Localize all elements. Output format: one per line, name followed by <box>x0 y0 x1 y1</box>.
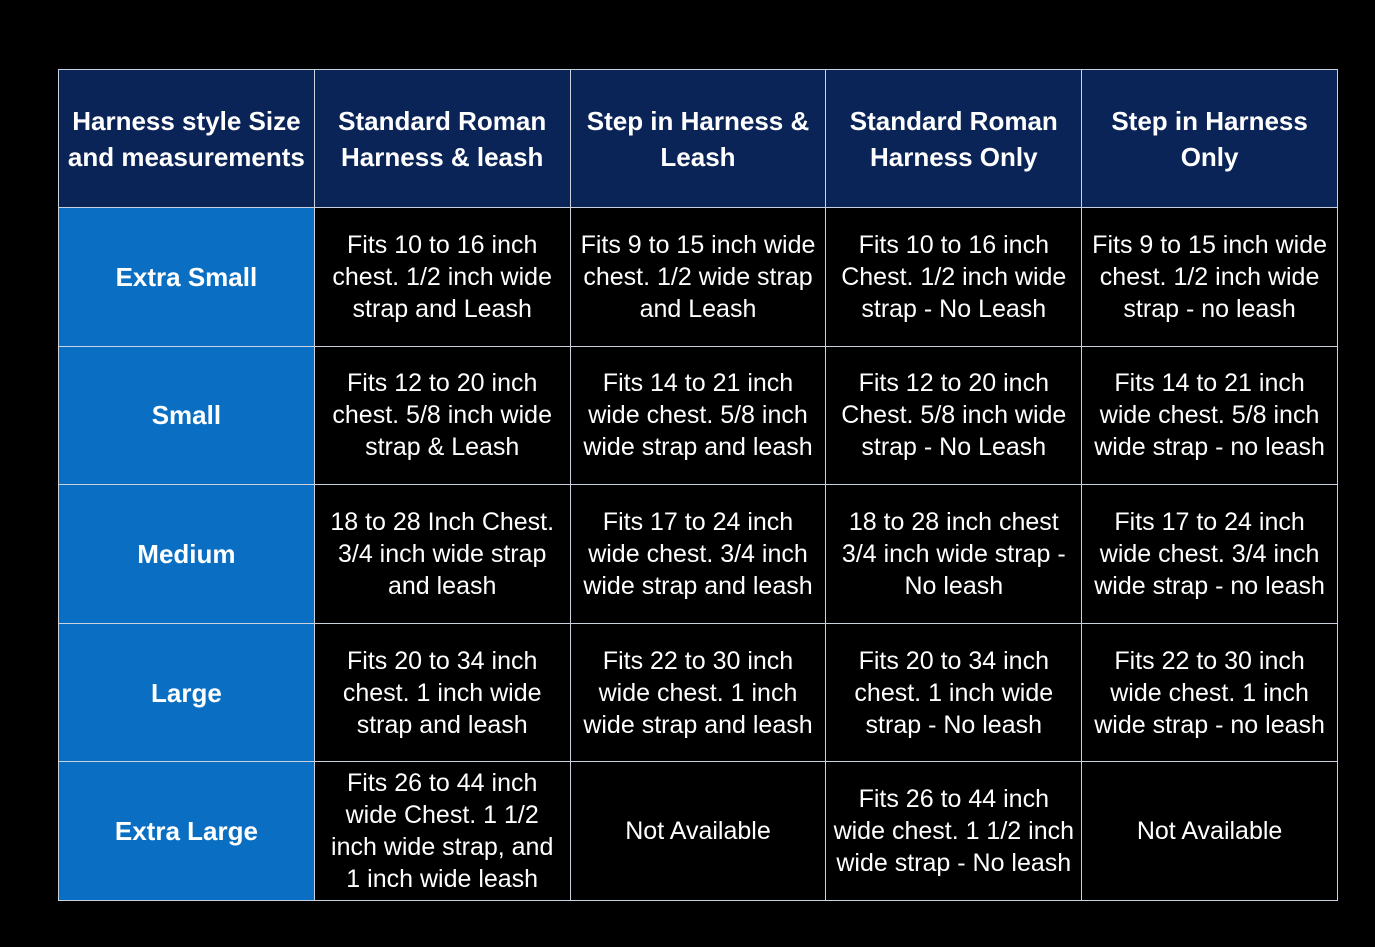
table-cell: Fits 26 to 44 inch wide chest. 1 1/2 inc… <box>825 761 1083 901</box>
table-cell: 18 to 28 inch chest 3/4 inch wide strap … <box>825 484 1083 624</box>
size-label: Large <box>58 622 315 763</box>
table-cell: Fits 22 to 30 inch wide chest. 1 inch wi… <box>1081 622 1338 763</box>
table-cell: Fits 26 to 44 inch wide Chest. 1 1/2 inc… <box>313 761 571 901</box>
header-style-column: Standard Roman Harness Only <box>825 69 1083 208</box>
header-row: Harness style Size and measurements Stand… <box>58 69 1338 208</box>
table-cell: Fits 9 to 15 inch wide chest. 1/2 wide s… <box>569 207 827 347</box>
table-row: Large Fits 20 to 34 inch chest. 1 inch wi… <box>58 622 1338 763</box>
table-body: Extra Small Fits 10 to 16 inch chest. 1/2… <box>58 207 1338 901</box>
size-label: Small <box>58 345 315 486</box>
size-label: Extra Large <box>58 761 315 901</box>
table-row: Extra Large Fits 26 to 44 inch wide Chest… <box>58 761 1338 901</box>
table-cell: Fits 14 to 21 inch wide chest. 5/8 inch … <box>1081 345 1338 486</box>
table-cell: Fits 17 to 24 inch wide chest. 3/4 inch … <box>1081 484 1338 624</box>
table-row: Medium 18 to 28 Inch Chest. 3/4 inch wide… <box>58 484 1338 624</box>
table-cell: Fits 10 to 16 inch chest. 1/2 inch wide … <box>313 207 571 347</box>
table-cell: Not Available <box>1081 761 1338 901</box>
table-cell: Fits 22 to 30 inch wide chest. 1 inch wi… <box>569 622 827 763</box>
table-row: Extra Small Fits 10 to 16 inch chest. 1/2… <box>58 207 1338 347</box>
table-cell: Fits 17 to 24 inch wide chest. 3/4 inch … <box>569 484 827 624</box>
table-row: Small Fits 12 to 20 inch chest. 5/8 inch … <box>58 345 1338 486</box>
table-cell: Fits 12 to 20 inch chest. 5/8 inch wide … <box>313 345 571 486</box>
size-label: Medium <box>58 484 315 624</box>
table-cell: Fits 20 to 34 inch chest. 1 inch wide st… <box>825 622 1083 763</box>
harness-size-table: Harness style Size and measurements Stand… <box>58 69 1338 901</box>
header-style-column: Step in Harness & Leash <box>569 69 827 208</box>
header-style-column: Step in Harness Only <box>1081 69 1338 208</box>
table-cell: Fits 9 to 15 inch wide chest. 1/2 inch w… <box>1081 207 1338 347</box>
size-label: Extra Small <box>58 207 315 347</box>
table-cell: Fits 10 to 16 inch Chest. 1/2 inch wide … <box>825 207 1083 347</box>
header-size-column: Harness style Size and measurements <box>58 69 315 208</box>
table-cell: Fits 12 to 20 inch Chest. 5/8 inch wide … <box>825 345 1083 486</box>
table-cell: 18 to 28 Inch Chest. 3/4 inch wide strap… <box>313 484 571 624</box>
header-style-column: Standard Roman Harness & leash <box>313 69 571 208</box>
table-cell: Not Available <box>569 761 827 901</box>
table-cell: Fits 14 to 21 inch wide chest. 5/8 inch … <box>569 345 827 486</box>
table-cell: Fits 20 to 34 inch chest. 1 inch wide st… <box>313 622 571 763</box>
